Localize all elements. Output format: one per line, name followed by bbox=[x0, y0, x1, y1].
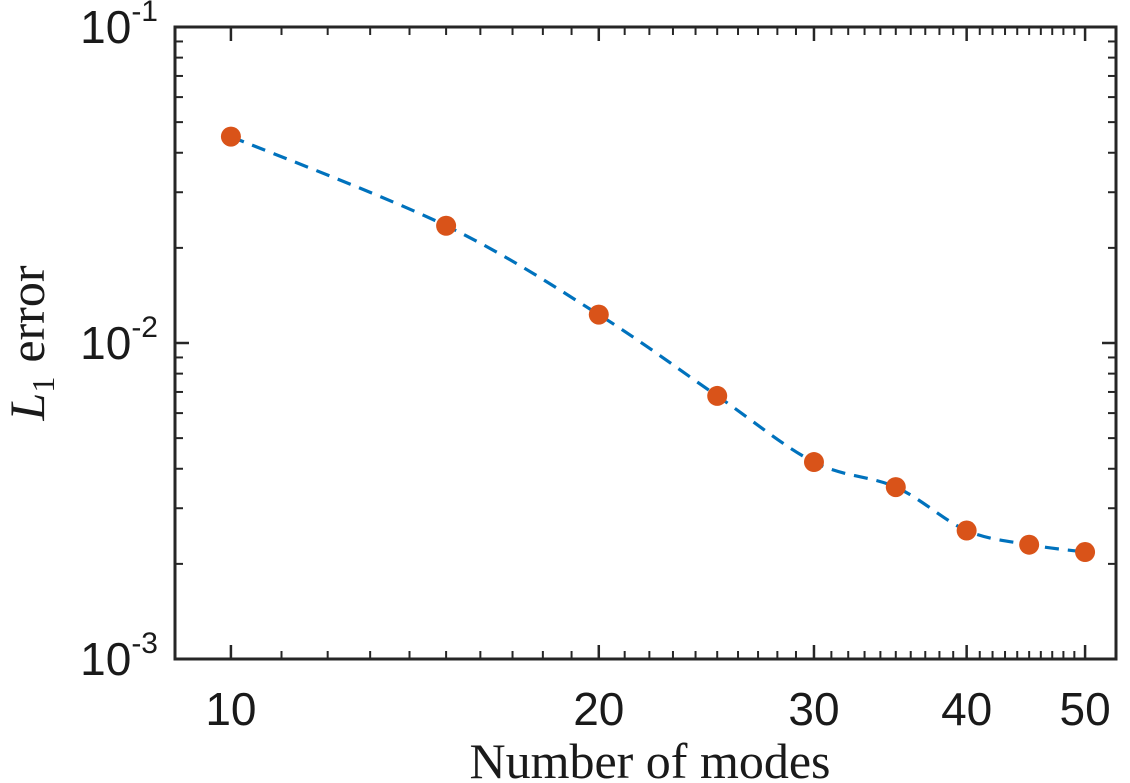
data-point bbox=[220, 126, 241, 147]
y-axis-label: L1 error bbox=[0, 265, 61, 421]
svg-text:L1error: L1 error bbox=[0, 265, 61, 421]
data-markers bbox=[220, 126, 1096, 563]
plot-area bbox=[175, 27, 1116, 659]
plot-frame bbox=[173, 25, 1118, 661]
y-axis-label-main: L bbox=[0, 393, 55, 422]
x-tick-label: 20 bbox=[573, 683, 624, 735]
x-tick-label: 10 bbox=[205, 683, 256, 735]
data-point bbox=[707, 385, 728, 406]
y-tick-label: 10-1 bbox=[80, 0, 158, 53]
data-point bbox=[885, 477, 906, 498]
x-tick-label: 50 bbox=[1059, 683, 1110, 735]
x-axis-label: Number of modes bbox=[469, 733, 830, 783]
x-tick-label: 30 bbox=[788, 683, 839, 735]
x-tick-labels: 10 20 30 40 50 bbox=[205, 683, 1110, 735]
data-point bbox=[1019, 534, 1040, 555]
data-point bbox=[436, 215, 457, 236]
x-tick-label: 40 bbox=[941, 683, 992, 735]
y-tick-label: 10-3 bbox=[80, 627, 158, 685]
data-point bbox=[1075, 542, 1096, 563]
data-point bbox=[588, 304, 609, 325]
y-tick-labels: 10-3 10-2 10-1 bbox=[80, 0, 158, 685]
y-axis-label-sub: 1 bbox=[25, 377, 61, 393]
data-point bbox=[803, 452, 824, 473]
data-point bbox=[956, 520, 977, 541]
y-axis-label-rest: error bbox=[0, 265, 55, 362]
y-tick-label: 10-2 bbox=[80, 311, 158, 369]
